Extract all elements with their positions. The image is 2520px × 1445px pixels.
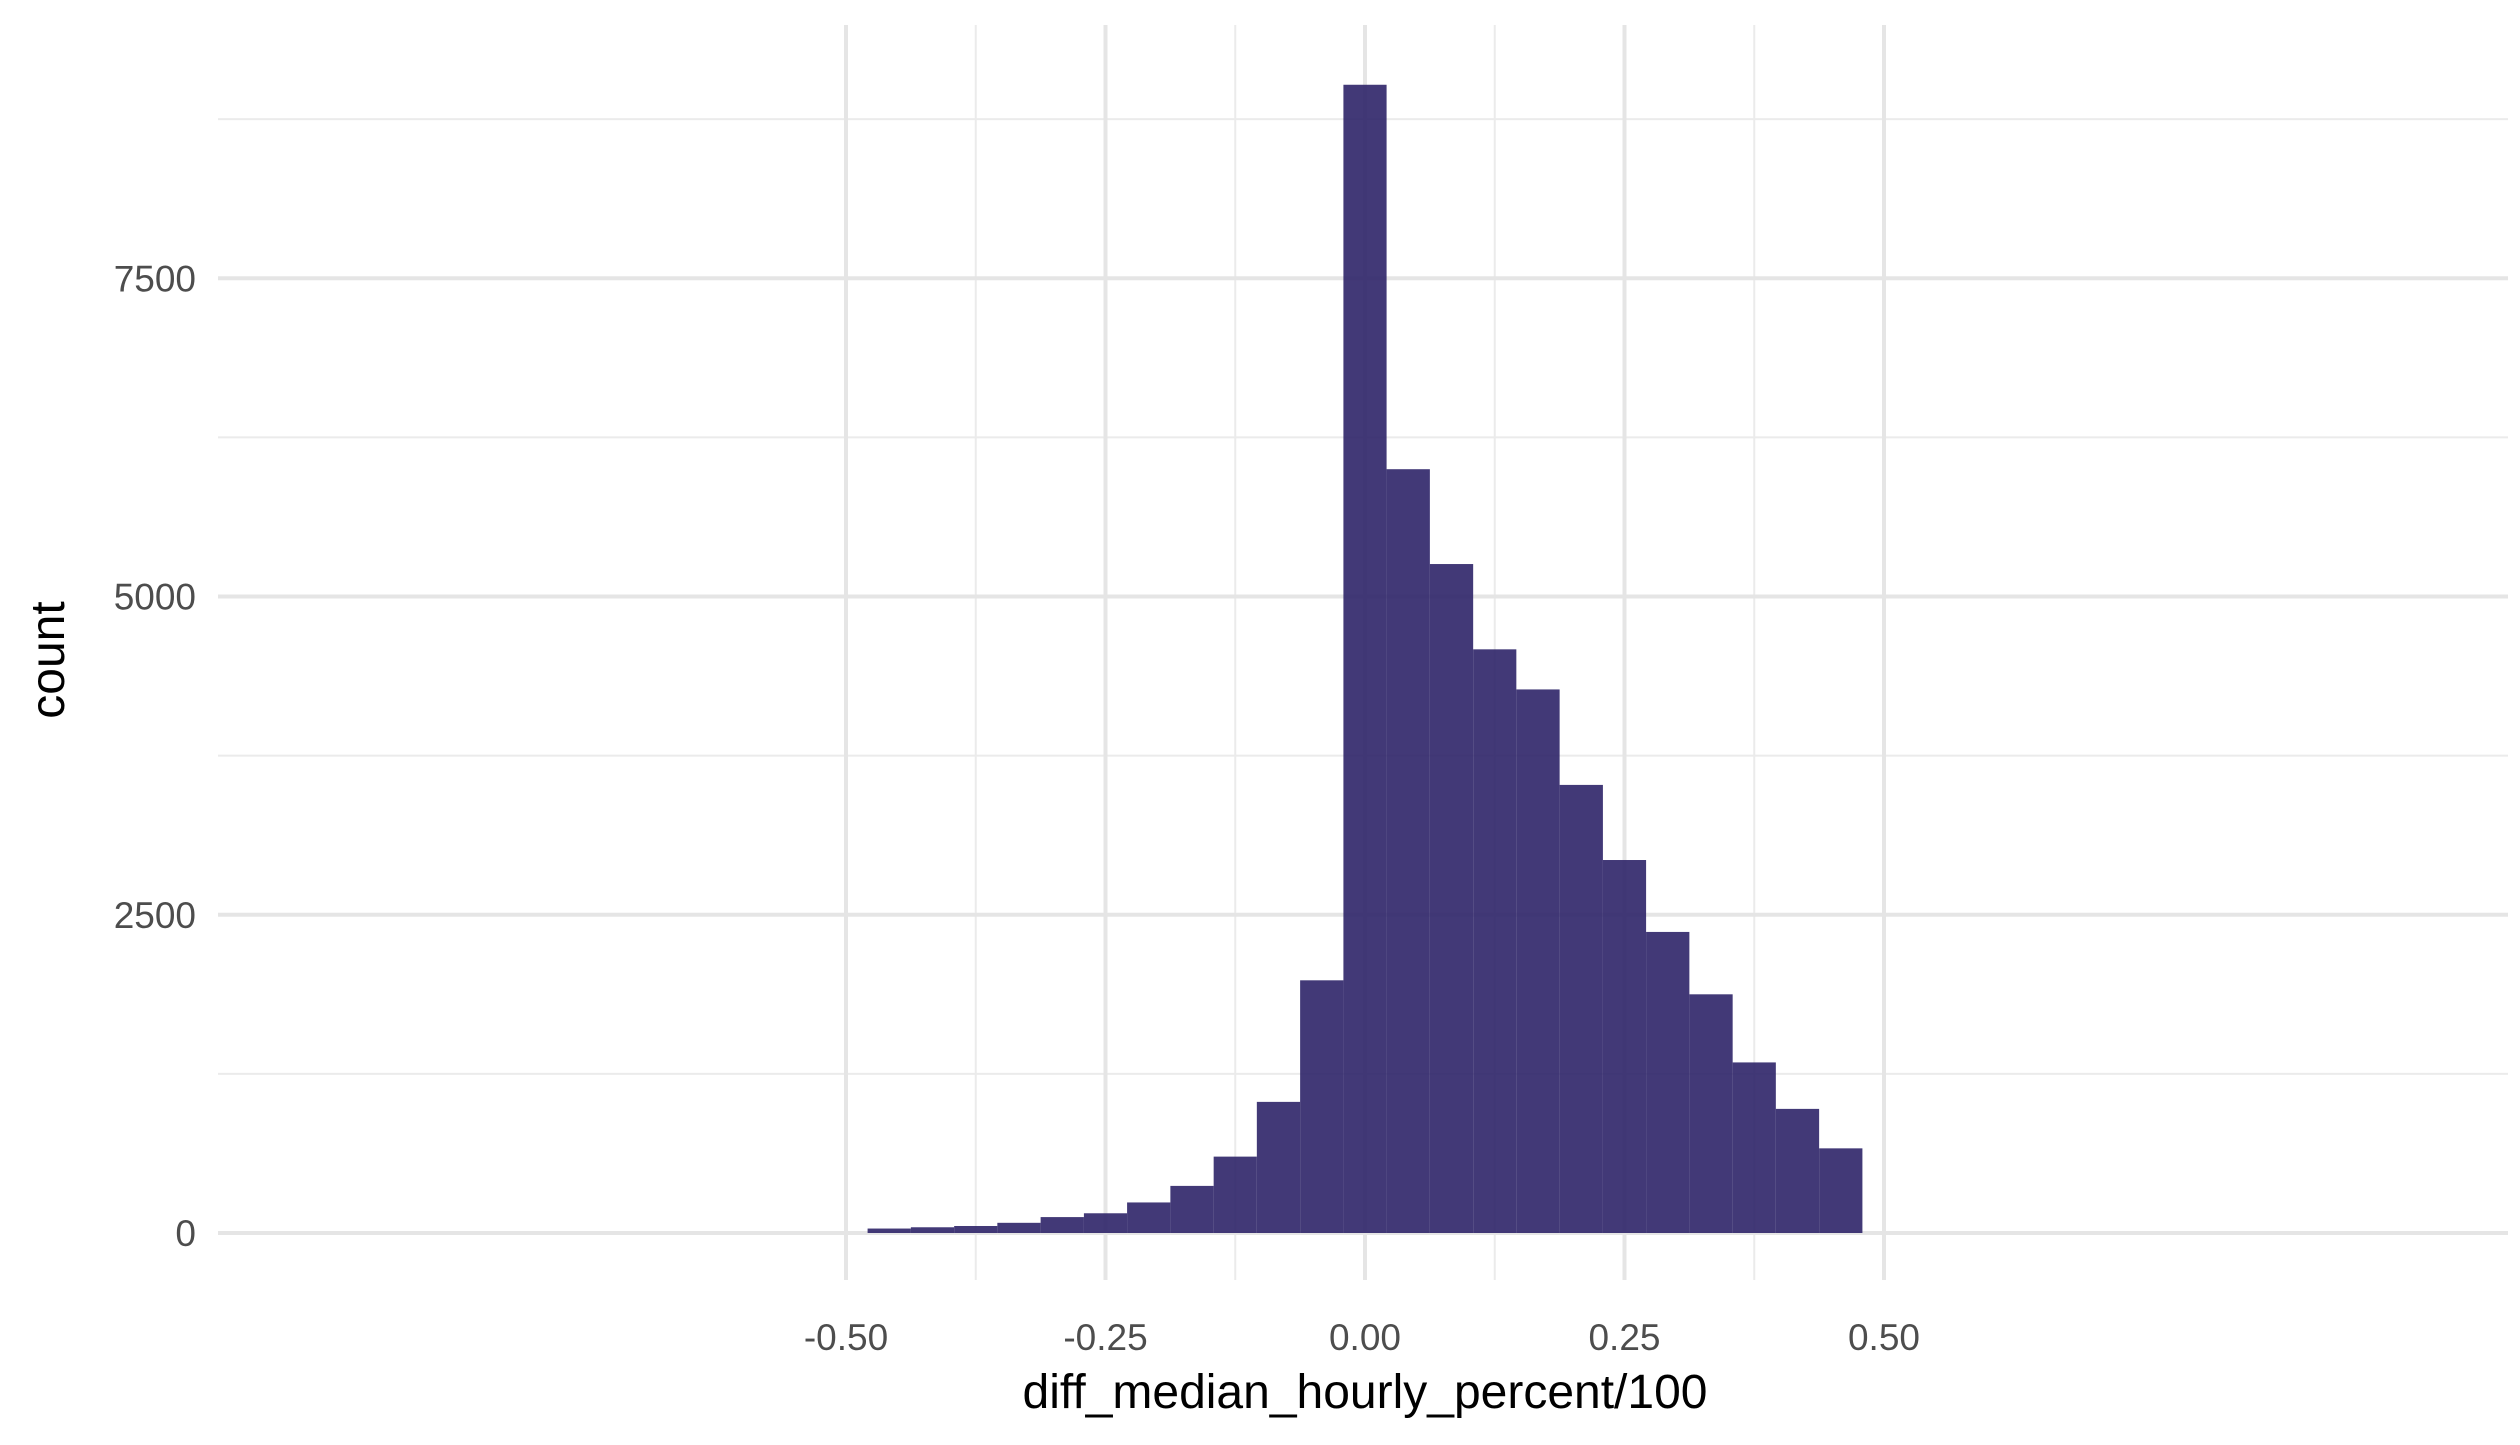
histogram-bar	[1429, 564, 1474, 1233]
histogram-bar	[1256, 1101, 1301, 1233]
histogram-bar	[1386, 469, 1430, 1233]
histogram-bar	[1473, 649, 1517, 1233]
histogram-bar	[1559, 784, 1603, 1233]
histogram-bar	[1646, 931, 1690, 1233]
histogram-bar	[1602, 860, 1647, 1233]
histogram-bar	[954, 1225, 998, 1233]
y-axis-tick-labels: 0 2500 5000 7500	[114, 258, 196, 1254]
histogram-bar	[1127, 1202, 1171, 1233]
histogram-bar	[1732, 1062, 1776, 1233]
histogram-bar	[1775, 1108, 1820, 1233]
histogram-bar	[1689, 994, 1733, 1233]
x-tick-label: -0.50	[804, 1317, 888, 1358]
histogram-bar	[1040, 1217, 1084, 1233]
x-tick-label: -0.25	[1063, 1317, 1147, 1358]
histogram-bar	[1819, 1148, 1863, 1233]
y-tick-label: 2500	[114, 895, 196, 936]
y-tick-label: 7500	[114, 258, 196, 299]
x-tick-label: 0.00	[1329, 1317, 1401, 1358]
histogram-bars	[867, 84, 1863, 1233]
y-tick-label: 0	[175, 1213, 196, 1254]
histogram-bar	[1170, 1185, 1214, 1233]
histogram-bar	[1213, 1156, 1257, 1233]
y-axis-title: count	[22, 601, 75, 718]
histogram-bar	[1300, 980, 1344, 1233]
x-tick-label: 0.25	[1588, 1317, 1660, 1358]
y-tick-label: 5000	[114, 577, 196, 618]
histogram-bar	[910, 1227, 955, 1233]
histogram-bar	[1083, 1213, 1128, 1233]
histogram-bar	[1516, 689, 1560, 1233]
histogram-bar	[1343, 84, 1387, 1233]
x-axis-tick-labels: -0.50 -0.25 0.00 0.25 0.50	[804, 1317, 1920, 1358]
x-tick-label: 0.50	[1848, 1317, 1920, 1358]
histogram-bar	[867, 1228, 911, 1233]
x-axis-title: diff_median_hourly_percent/100	[1023, 1366, 1708, 1419]
histogram-bar	[997, 1222, 1041, 1233]
